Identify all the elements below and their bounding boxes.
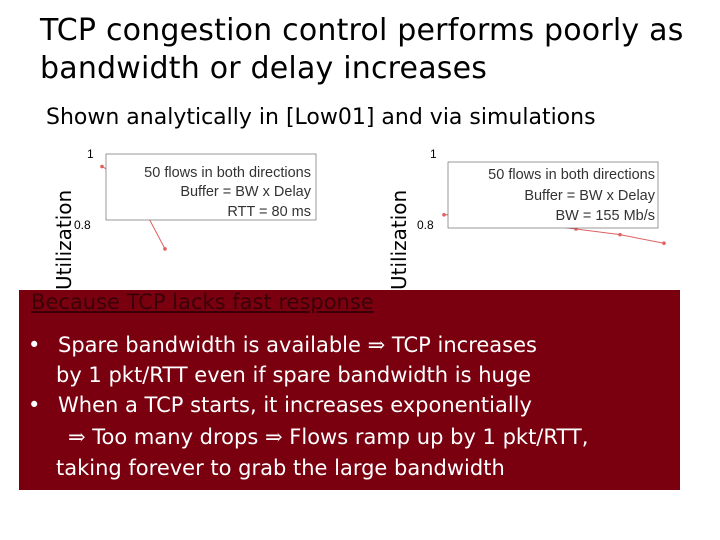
- because-callout-box: Because TCP lacks fast response • Spare …: [19, 290, 680, 490]
- legend-entry: 50 flows in both directions: [144, 165, 311, 181]
- legend-entry: 50 flows in both directions: [488, 167, 655, 183]
- y-tick-label: 1: [430, 147, 437, 161]
- implies-icon: ⇒: [367, 333, 386, 357]
- slide-title-line-2: bandwidth or delay increases: [40, 51, 488, 86]
- y-tick-label: 1: [87, 147, 94, 161]
- bullet-2-ramp: Flows ramp up by 1 pkt/RTT,: [289, 425, 589, 449]
- data-point: [442, 213, 446, 217]
- legend-entry: BW = 155 Mb/s: [555, 208, 655, 224]
- slide-title-line-1: TCP congestion control performs poorly a…: [40, 13, 684, 48]
- bullet-marker: •: [28, 393, 41, 417]
- bullet-2-drops: Too many drops: [92, 425, 259, 449]
- callout-heading: Because TCP lacks fast response: [31, 290, 374, 314]
- implies-icon: ⇒: [68, 425, 86, 449]
- utilization-vs-delay-chart: Utilization 1 0.8 50 flows in both direc…: [52, 147, 317, 290]
- legend-entry: Buffer = BW x Delay: [524, 188, 655, 204]
- bullet-marker: •: [28, 333, 41, 357]
- slide-subtitle: Shown analytically in [Low01] and via si…: [46, 105, 596, 130]
- data-point: [100, 164, 104, 169]
- implies-icon: ⇒: [264, 425, 283, 449]
- chart-y-axis-label: Utilization: [52, 190, 76, 290]
- bullet-1-result: TCP increases: [391, 333, 537, 357]
- bullet-2-text: When a TCP starts, it increases exponent…: [58, 393, 532, 417]
- chart-y-axis-label: Utilization: [387, 190, 411, 290]
- data-point: [618, 232, 622, 237]
- bullet-2-continuation-2: taking forever to grab the large bandwid…: [56, 456, 505, 480]
- y-tick-label: 0.8: [417, 218, 434, 232]
- data-point: [662, 241, 666, 245]
- data-point: [163, 247, 167, 251]
- utilization-vs-bandwidth-chart: Utilization 1 0.8 50 flows in both direc…: [387, 147, 666, 290]
- legend-entry: RTT = 80 ms: [227, 204, 311, 220]
- bullet-1-text: Spare bandwidth is available ⇒ TCP incre…: [58, 332, 537, 358]
- legend-entry: Buffer = BW x Delay: [180, 184, 311, 200]
- bullet-2-continuation-1: ⇒ Too many drops ⇒ Flows ramp up by 1 pk…: [68, 424, 588, 450]
- y-tick-label: 0.8: [74, 218, 91, 232]
- chart-legend: [105, 153, 317, 221]
- chart-legend: [447, 161, 659, 229]
- bullet-1-continuation: by 1 pkt/RTT even if spare bandwidth is …: [56, 363, 532, 387]
- bullet-1-condition: Spare bandwidth is available: [58, 333, 361, 357]
